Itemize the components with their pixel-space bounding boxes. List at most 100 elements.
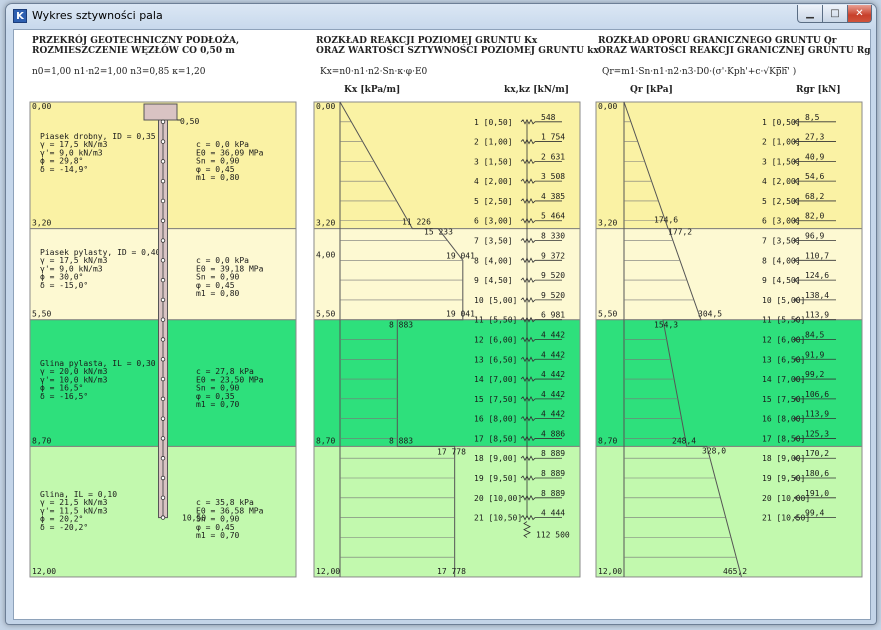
spring-icon bbox=[520, 356, 536, 363]
node-label: 13 [6,50] bbox=[474, 355, 517, 364]
arrow-icon bbox=[793, 435, 800, 442]
node-label: 20 [10,00] bbox=[474, 494, 522, 503]
layer-2-gamma_p: γ'= 9,0 kN/m3 bbox=[40, 264, 103, 273]
spring-value: 6 981 bbox=[541, 311, 565, 320]
force-value: 191,0 bbox=[805, 489, 829, 498]
spring-value: 5 464 bbox=[541, 212, 565, 221]
node-label: 18 [9,00] bbox=[474, 454, 517, 463]
node-label: 7 [3,50] bbox=[474, 237, 513, 246]
depth-label: 3,20 bbox=[598, 219, 617, 228]
maximize-button[interactable]: □ bbox=[822, 5, 848, 23]
layer-3-fi: φ = 0,35 bbox=[196, 392, 235, 401]
spring-icon bbox=[520, 138, 536, 145]
node-label-p3: 17 [8,50] bbox=[762, 434, 805, 443]
arrow-icon bbox=[793, 336, 800, 343]
layer-3-Sn: Sn = 0,90 bbox=[196, 384, 240, 393]
layer-1-m1: m1 = 0,80 bbox=[196, 173, 240, 182]
pile-node bbox=[160, 357, 166, 362]
force-value: 110,7 bbox=[805, 251, 829, 260]
depth-label: 8,70 bbox=[598, 436, 617, 445]
force-value: 99,2 bbox=[805, 370, 824, 379]
pile-node bbox=[160, 139, 166, 144]
node-label-p3: 16 [8,00] bbox=[762, 415, 805, 424]
depth-label: 5,50 bbox=[32, 310, 51, 319]
force-value: 170,2 bbox=[805, 449, 829, 458]
layer-3-name: Glina pylasta, IL = 0,30 bbox=[40, 359, 156, 368]
panel2-formula: Kx=n0·n1·n2·Sn·κ·φ·E0 bbox=[320, 67, 428, 77]
layer-4-m1: m1 = 0,70 bbox=[196, 531, 240, 540]
node-label: 3 [1,50] bbox=[474, 157, 513, 166]
spring-icon bbox=[520, 316, 536, 323]
kx-annotation: 17 778 bbox=[437, 447, 466, 456]
formula-root: Kph' bbox=[769, 67, 790, 77]
close-button[interactable]: ✕ bbox=[847, 5, 872, 23]
node-label: 19 [9,50] bbox=[474, 474, 517, 483]
arrow-icon bbox=[793, 138, 800, 145]
spring-icon bbox=[520, 514, 536, 521]
panel2-col-right: kx,kz [kN/m] bbox=[504, 85, 569, 95]
spring-icon bbox=[520, 455, 536, 462]
layer-4-phi: ϕ = 20,2° bbox=[40, 515, 83, 524]
panel1-params: n0=1,00 n1·n2=1,00 n3=0,85 κ=1,20 bbox=[32, 67, 206, 77]
force-value: 124,6 bbox=[805, 271, 829, 280]
depth-label: 12,00 bbox=[32, 567, 56, 576]
arrow-icon bbox=[793, 177, 800, 185]
pile-node bbox=[160, 456, 166, 461]
pile-stiffness-chart: PRZEKRÓJ GEOTECHNICZNY PODŁOŻA,ROZMIESZC… bbox=[29, 33, 876, 578]
qr-annotation: 304,5 bbox=[698, 310, 722, 319]
pile-node bbox=[160, 495, 166, 500]
layer-2-name: Piasek pylasty, ID = 0,40 bbox=[40, 248, 161, 257]
minimize-icon: ▁ bbox=[806, 8, 814, 19]
panel3-header-line1: ROZKŁAD OPORU GRANICZNEGO GRUNTU Qr bbox=[598, 36, 837, 46]
title-bar[interactable]: K Wykres sztywności pala ▁ □ ✕ bbox=[6, 4, 876, 28]
force-value: 113,9 bbox=[805, 311, 829, 320]
arrow-icon bbox=[793, 276, 800, 284]
spring-value: 4 442 bbox=[541, 410, 565, 419]
formula-suffix: ) bbox=[790, 66, 796, 77]
panel2-header-line1: ROZKŁAD REAKCJI POZIOMEJ GRUNTU Kx bbox=[316, 36, 538, 46]
layer-1-gamma: γ = 17,5 kN/m3 bbox=[40, 140, 108, 149]
panel3-col-right: Rgr [kN] bbox=[796, 85, 841, 95]
layer-1-gamma_p: γ'= 9,0 kN/m3 bbox=[40, 148, 103, 157]
layer-band-2 bbox=[314, 228, 580, 320]
app-logo-icon: K bbox=[13, 9, 27, 23]
layer-band-1 bbox=[314, 102, 580, 229]
node-label: 8 [4,00] bbox=[474, 256, 513, 265]
arrow-icon bbox=[793, 237, 800, 244]
node-label: 1 [0,50] bbox=[474, 118, 513, 127]
force-value: 68,2 bbox=[805, 192, 824, 201]
formula-sqrt: √ bbox=[763, 66, 769, 77]
panel3-col-left: Qr [kPa] bbox=[630, 85, 673, 95]
base-spring-icon bbox=[523, 521, 531, 538]
panel3-header-line2: ORAZ WARTOŚCI REAKCJI GRANICZNEJ GRUNTU … bbox=[598, 44, 870, 56]
layer-2-Sn: Sn = 0,90 bbox=[196, 273, 240, 282]
spring-icon bbox=[520, 237, 536, 244]
qr-annotation: 248,4 bbox=[672, 436, 696, 445]
minimize-button[interactable]: ▁ bbox=[797, 5, 823, 23]
pile-node bbox=[160, 436, 166, 441]
spring-value: 8 889 bbox=[541, 489, 565, 498]
pile-node bbox=[160, 258, 166, 263]
depth-label: 5,50 bbox=[598, 310, 617, 319]
node-label-p3: 6 [3,00] bbox=[762, 217, 801, 226]
node-label: 14 [7,00] bbox=[474, 375, 517, 384]
layer-4-name: Glina, IL = 0,10 bbox=[40, 490, 117, 499]
depth-label: 3,20 bbox=[32, 219, 51, 228]
spring-value: 8 330 bbox=[541, 232, 565, 241]
node-label-p3: 14 [7,00] bbox=[762, 375, 805, 384]
node-label-p3: 4 [2,00] bbox=[762, 177, 801, 186]
depth-label: 0,00 bbox=[598, 102, 617, 111]
node-label-p3: 19 [9,50] bbox=[762, 474, 805, 483]
layer-1-delta: δ = -14,9° bbox=[40, 165, 88, 174]
node-label: 10 [5,00] bbox=[474, 296, 517, 305]
spring-value: 4 442 bbox=[541, 330, 565, 339]
pile-node bbox=[160, 515, 166, 520]
kx-annotation: 17 778 bbox=[437, 567, 466, 576]
pile-node bbox=[160, 238, 166, 243]
pile-node bbox=[160, 297, 166, 303]
window-title: Wykres sztywności pala bbox=[32, 9, 163, 22]
force-value: 8,5 bbox=[805, 113, 820, 122]
spring-value: 9 520 bbox=[541, 271, 565, 280]
arrow-icon bbox=[793, 217, 800, 225]
spring-value: 8 889 bbox=[541, 469, 565, 478]
